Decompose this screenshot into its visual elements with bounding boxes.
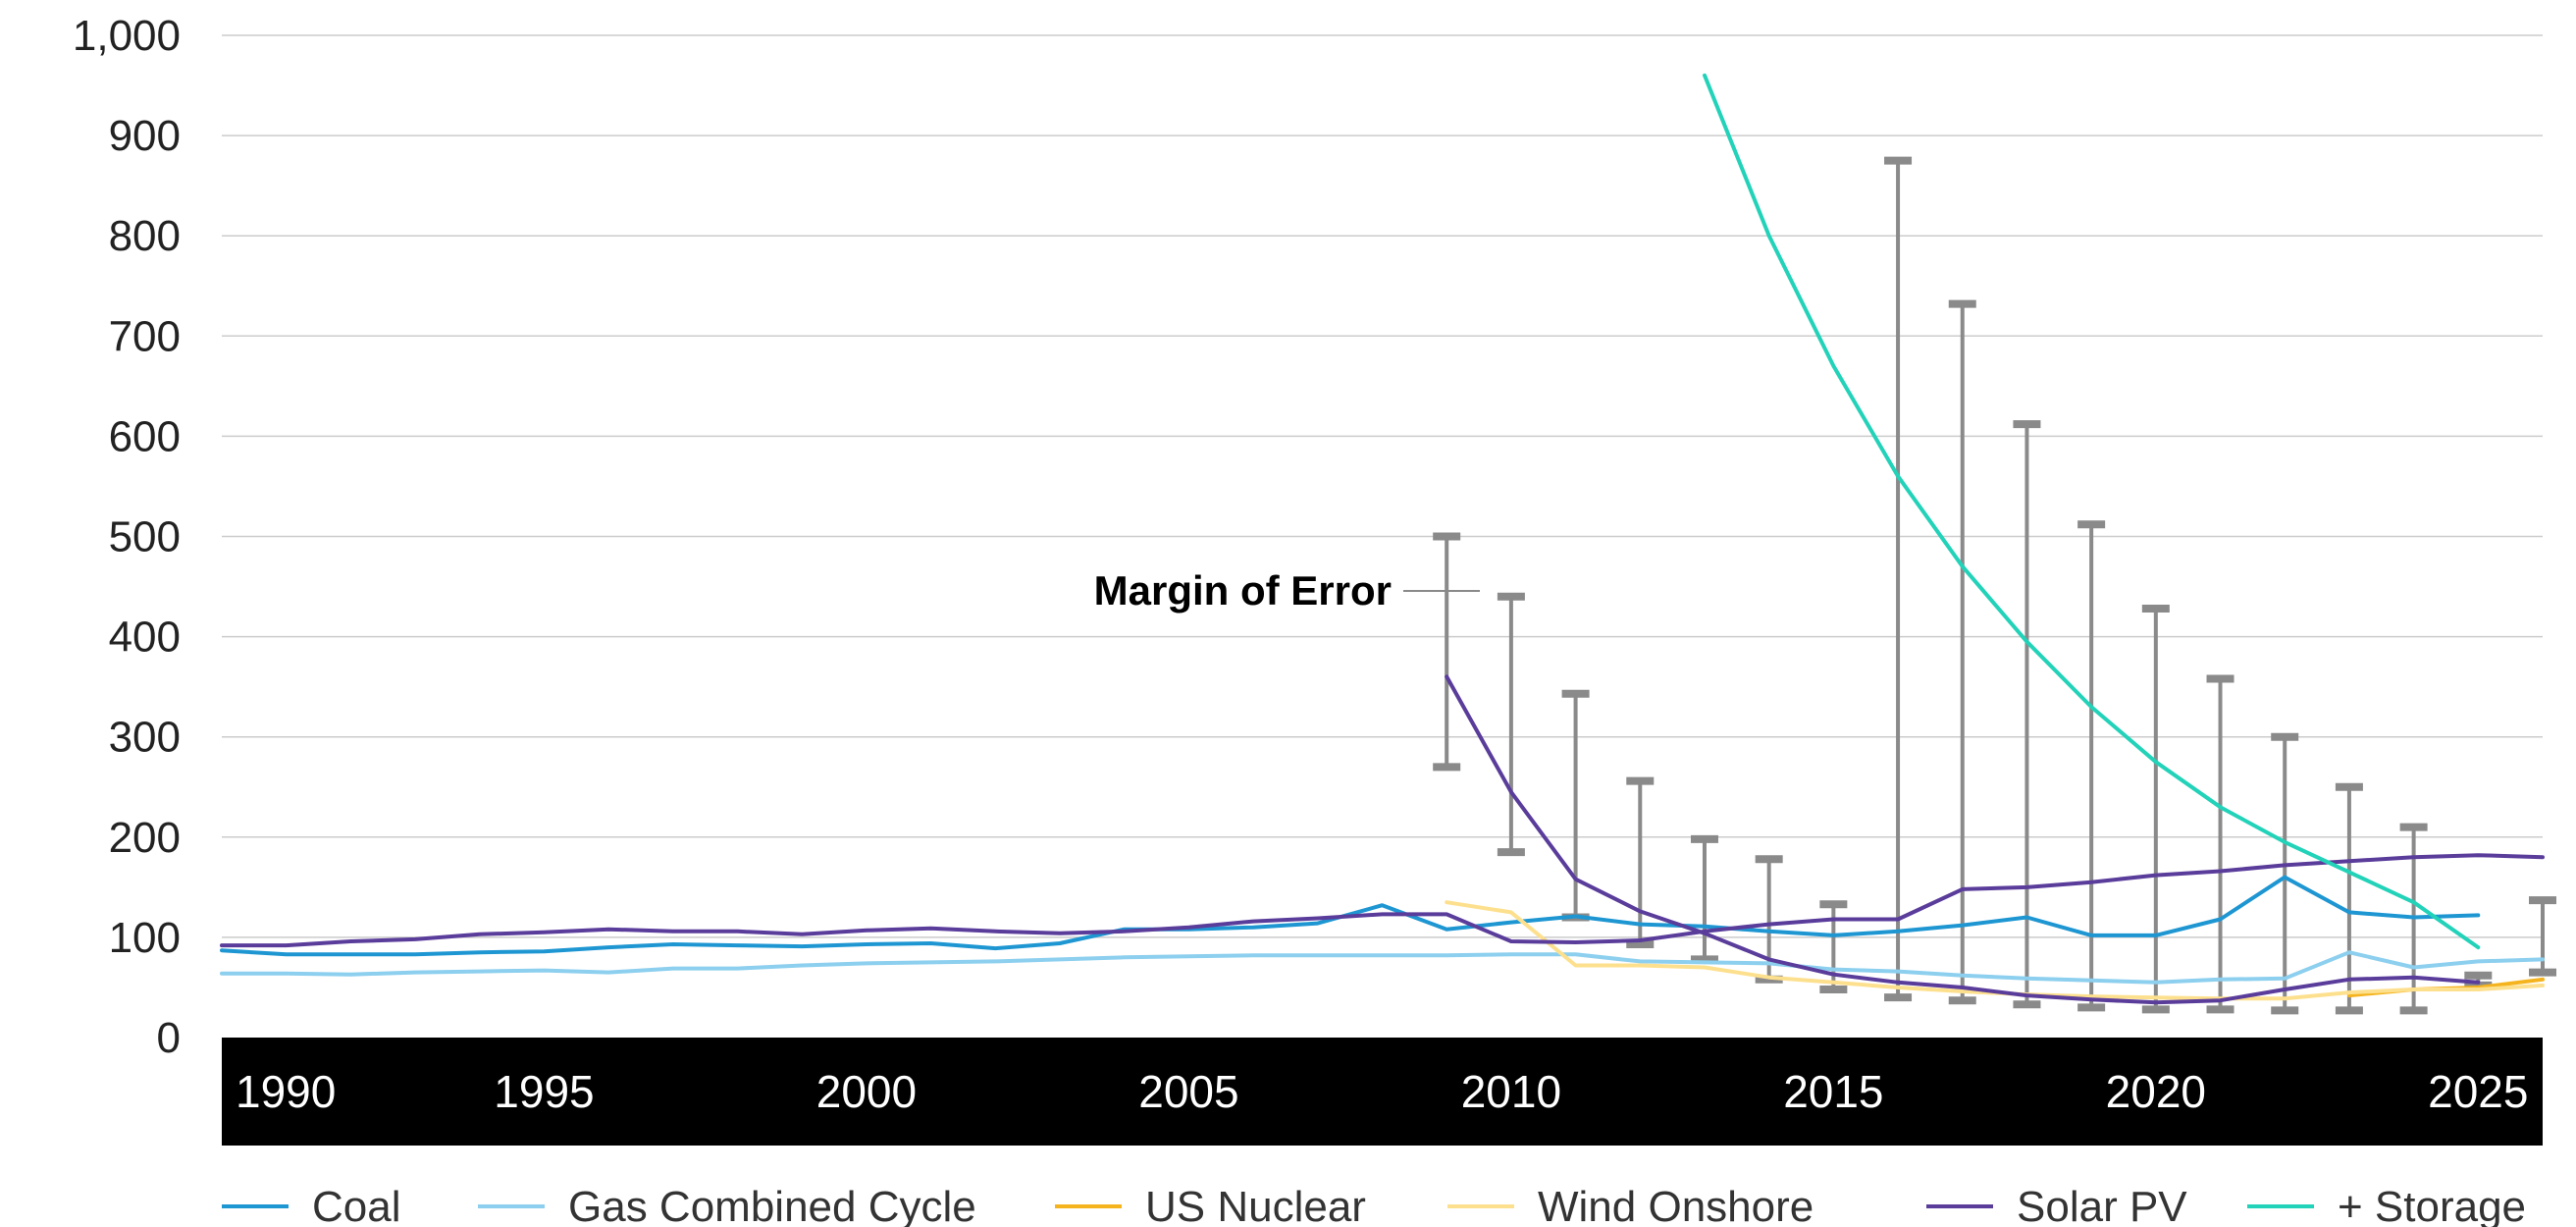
series-line-coal [220, 875, 2481, 957]
margin-of-error-annotation: Margin of Error [1094, 567, 1480, 614]
legend-item: Gas Combined Cycle [478, 1183, 976, 1227]
y-tick-label: 400 [109, 614, 181, 662]
x-tick-label: 2020 [2106, 1066, 2206, 1117]
series-line-solar-pv [220, 853, 2545, 948]
error-bar [1433, 532, 1461, 772]
x-axis-tick-labels: 1990 1995 2000 2005 2010 2015 2020 2025 [236, 1066, 2528, 1117]
y-tick-label: 200 [109, 814, 181, 862]
legend-item: Solar PV [1926, 1183, 2187, 1227]
y-tick-label: 300 [109, 714, 181, 762]
data-series [220, 73, 2545, 1005]
error-bar [1626, 776, 1655, 949]
y-tick-label: 1,000 [73, 12, 181, 60]
x-tick-label: 1995 [494, 1066, 594, 1117]
legend-label: US Nuclear [1145, 1183, 1366, 1227]
legend-label: + Storage [2338, 1183, 2526, 1227]
legend-item: Wind Onshore [1447, 1183, 1814, 1227]
y-tick-label: 800 [109, 212, 181, 260]
series-line-storage [1703, 73, 2481, 950]
legend-label: Wind Onshore [1538, 1183, 1814, 1227]
error-bar [2013, 420, 2041, 1009]
x-tick-label: 2010 [1461, 1066, 1561, 1117]
x-tick-label: 1990 [236, 1066, 336, 1117]
error-bar [2335, 782, 2363, 1015]
error-bar [1690, 834, 1718, 964]
x-tick-label: 2000 [816, 1066, 917, 1117]
error-bars [1433, 156, 2556, 1015]
y-tick-label: 100 [109, 914, 181, 962]
series-line-gas-combined-cycle [220, 950, 2545, 985]
error-bar [1948, 299, 1976, 1005]
y-tick-label: 700 [109, 312, 181, 360]
x-tick-label: 2005 [1138, 1066, 1238, 1117]
error-bar [1497, 592, 1525, 857]
x-axis-band [222, 1038, 2543, 1146]
error-bar [2077, 520, 2106, 1012]
error-bar [2206, 674, 2234, 1014]
x-tick-label: 2015 [1783, 1066, 1883, 1117]
legend-label: Solar PV [2017, 1183, 2187, 1227]
error-bar [1884, 156, 1913, 1002]
x-tick-label: 2025 [2428, 1066, 2528, 1117]
legend-label: Gas Combined Cycle [568, 1183, 976, 1227]
y-tick-label: 0 [157, 1014, 181, 1062]
legend-item: US Nuclear [1055, 1183, 1366, 1227]
annotation-label: Margin of Error [1094, 567, 1392, 614]
series-line-solar-pv-low [1445, 674, 2481, 1005]
gridlines [222, 34, 2543, 938]
legend-item: Coal [222, 1183, 401, 1227]
legend-item: + Storage [2247, 1183, 2526, 1227]
error-bar [2271, 732, 2299, 1015]
series-line-wind-onshore [1445, 900, 2545, 1001]
legend-label: Coal [312, 1183, 401, 1227]
y-tick-label: 600 [109, 412, 181, 460]
error-bar [2141, 605, 2170, 1014]
legend: Coal Gas Combined Cycle US Nuclear Wind Ons… [222, 1183, 2526, 1227]
y-tick-label: 500 [109, 513, 181, 561]
y-tick-label: 900 [109, 112, 181, 160]
y-axis-tick-labels: 0 100 200 300 400 500 600 700 800 900 1,000 [73, 12, 181, 1062]
